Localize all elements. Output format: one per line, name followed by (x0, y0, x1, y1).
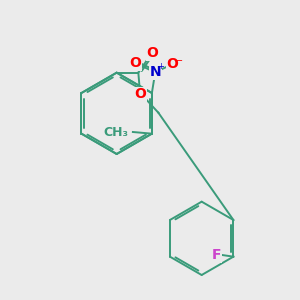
Text: O: O (146, 46, 158, 60)
Text: O: O (129, 56, 141, 70)
Text: O: O (134, 87, 146, 101)
Text: +: + (158, 62, 164, 71)
Text: N: N (149, 65, 161, 79)
Text: −: − (175, 56, 183, 66)
Text: O: O (167, 57, 178, 71)
Text: CH₃: CH₃ (103, 125, 128, 139)
Text: F: F (211, 248, 221, 262)
